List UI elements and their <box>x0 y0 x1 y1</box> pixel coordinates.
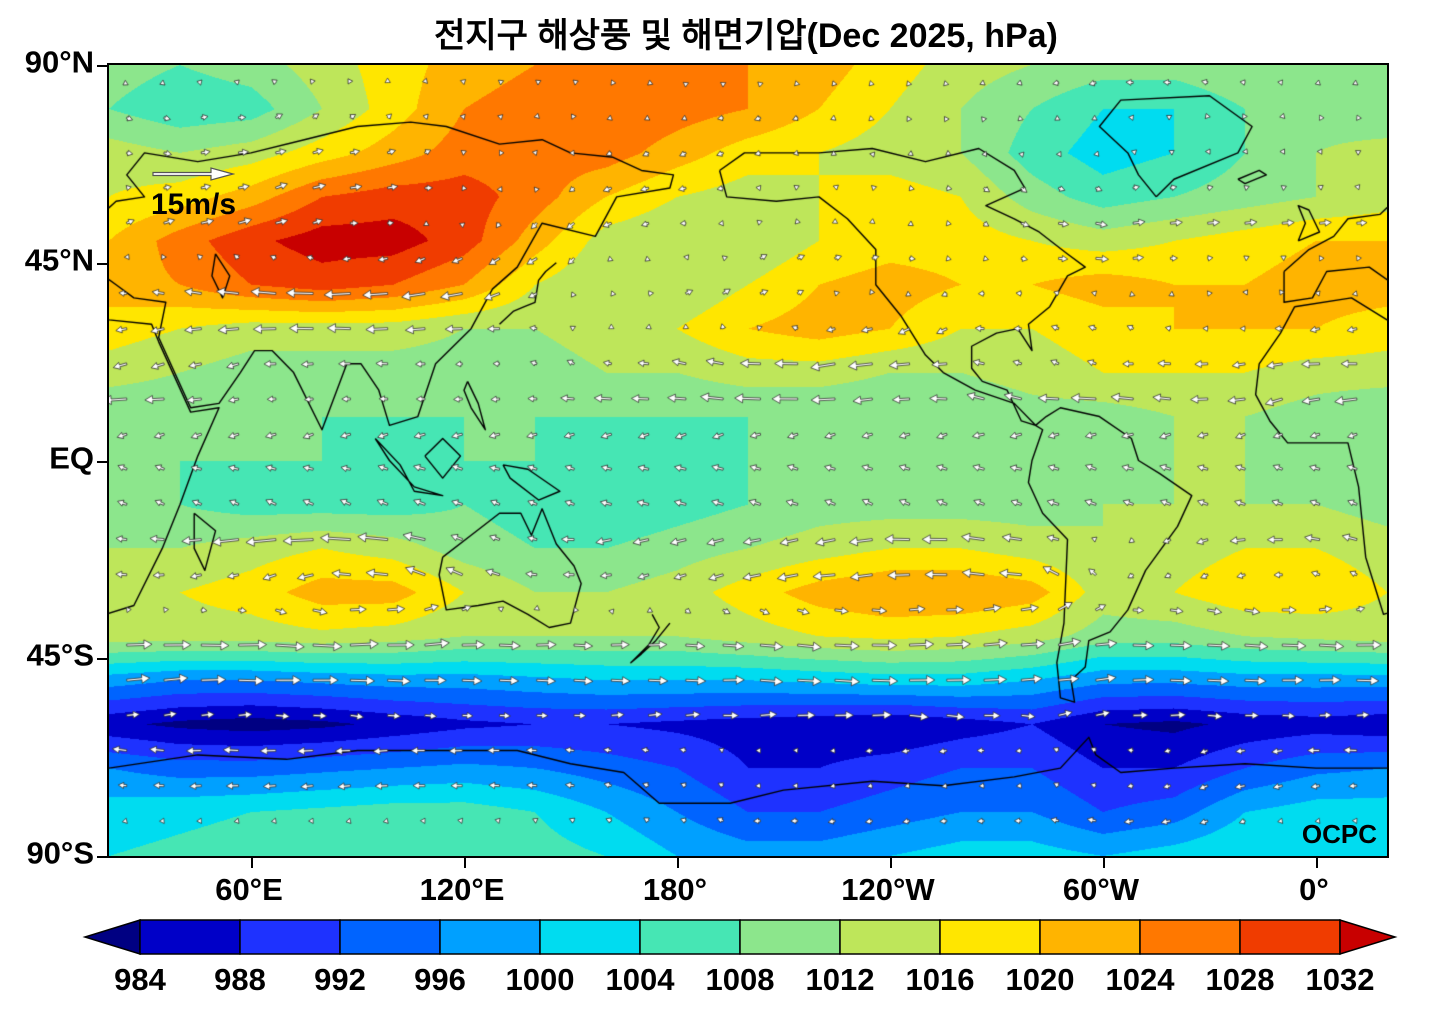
colorbar-tick-label: 1016 <box>906 962 975 997</box>
watermark-ocpc: OCPC <box>1301 819 1377 849</box>
colorbar-over-arrow <box>1339 918 1398 956</box>
lat-tick-label: 90°S <box>26 835 94 871</box>
lat-tick-mark <box>97 262 107 265</box>
wind-reference: 15m/s <box>151 165 301 222</box>
lat-tick-mark <box>97 65 107 67</box>
wind-reference-arrow-icon <box>152 167 236 181</box>
colorbar-segment <box>1139 919 1241 955</box>
colorbar-tick-label: 1020 <box>1006 962 1075 997</box>
colorbar-segment <box>1039 919 1141 955</box>
lon-tick-mark <box>676 858 679 868</box>
lat-tick-label: 90°N <box>24 44 94 80</box>
lon-tick-label: 120°W <box>841 872 935 907</box>
lon-tick-label: 0° <box>1299 872 1329 907</box>
colorbar-tick-label: 996 <box>414 962 466 997</box>
longitude-axis: 60°E 120°E 180° 120°W 60°W 0° <box>107 868 1385 907</box>
colorbar-tick-label: 1032 <box>1306 962 1375 997</box>
colorbar-segment <box>539 919 641 955</box>
lon-tick-label: 180° <box>642 872 708 907</box>
colorbar-segment <box>1239 919 1341 955</box>
pressure-wind-map-canvas <box>109 65 1387 856</box>
colorbar-tick-label: 988 <box>214 962 266 997</box>
lon-tick-mark <box>890 858 892 868</box>
colorbar-tick-label: 1024 <box>1106 962 1176 997</box>
page-title: 전지구 해상풍 및 해면기압(Dec 2025, hPa) <box>434 17 1058 55</box>
colorbar-tick-label: 1008 <box>706 962 775 997</box>
lat-tick-mark <box>97 856 107 858</box>
colorbar-segment <box>239 919 341 955</box>
lon-tick-mark <box>464 858 466 868</box>
colorbar-segment <box>139 919 241 955</box>
lon-tick-label: 120°E <box>419 872 505 907</box>
lon-tick-mark <box>250 858 253 868</box>
lon-tick-label: 60°E <box>215 872 283 907</box>
lon-tick-label: 60°W <box>1062 872 1140 907</box>
colorbar-segment <box>639 919 741 955</box>
colorbar-under-arrow <box>82 918 141 956</box>
colorbar-segment <box>839 919 941 955</box>
lat-tick-label: EQ <box>49 439 94 475</box>
colorbar: 984 988 992 996 1000 1004 1008 1012 1016 1020 1024… <box>82 918 1398 997</box>
lat-tick-label: 45°S <box>26 637 94 673</box>
colorbar-tick-label: 1028 <box>1206 962 1275 997</box>
wind-reference-label: 15m/s <box>151 188 237 221</box>
lon-tick-mark <box>1103 858 1105 868</box>
colorbar-segment <box>939 919 1041 955</box>
lat-tick-mark <box>97 460 107 463</box>
colorbar-tick-label: 1012 <box>806 962 875 997</box>
lat-tick-mark <box>97 658 107 661</box>
colorbar-tick-label: 1004 <box>606 962 676 997</box>
colorbar-segment <box>339 919 441 955</box>
colorbar-tick-label: 992 <box>314 962 366 997</box>
lat-tick-label: 45°N <box>24 242 94 278</box>
colorbar-segment <box>739 919 841 955</box>
colorbar-tick-label: 984 <box>114 962 166 997</box>
colorbar-tick-label: 1000 <box>506 962 575 997</box>
lon-tick-mark <box>1316 858 1318 868</box>
colorbar-segment <box>439 919 541 955</box>
map-plot-area: 15m/s OCPC <box>97 63 1389 868</box>
latitude-axis: 90°N 45°N EQ 45°S 90°S <box>0 44 100 870</box>
